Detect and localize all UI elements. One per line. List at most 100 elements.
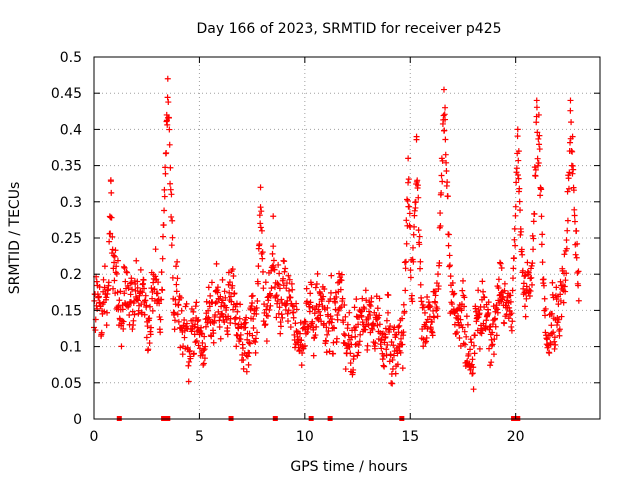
data-point [371, 345, 378, 352]
data-point [551, 334, 558, 341]
data-point [483, 317, 490, 324]
data-point [498, 265, 505, 272]
data-point [372, 340, 379, 347]
data-point [535, 160, 542, 167]
data-point [227, 293, 234, 300]
data-point [183, 320, 190, 327]
data-point [461, 328, 468, 335]
data-point [560, 299, 567, 306]
data-point [301, 342, 308, 349]
data-point [550, 329, 557, 336]
data-point [347, 350, 354, 357]
data-point [330, 339, 337, 346]
data-point [333, 294, 340, 301]
data-point [365, 308, 372, 315]
data-point [569, 170, 576, 177]
data-point [405, 179, 412, 186]
data-point [262, 321, 269, 328]
data-point [202, 323, 209, 330]
data-point [282, 265, 289, 272]
data-point [111, 259, 118, 266]
data-point [110, 252, 117, 259]
data-point [508, 327, 515, 334]
data-point [160, 233, 167, 240]
data-point [361, 305, 368, 312]
data-point [437, 222, 444, 229]
data-point [287, 294, 294, 301]
data-point [302, 318, 309, 325]
data-point [563, 237, 570, 244]
data-point [242, 319, 249, 326]
data-point [127, 291, 134, 298]
data-point [108, 189, 115, 196]
data-point [109, 246, 116, 253]
data-point [554, 322, 561, 329]
data-point [312, 332, 319, 339]
peak-point [163, 111, 170, 118]
data-point [198, 330, 205, 337]
data-point [564, 188, 571, 195]
data-point [167, 164, 174, 171]
data-point [144, 323, 151, 330]
data-point [253, 310, 260, 317]
data-point [314, 315, 321, 322]
data-point [226, 279, 233, 286]
data-point [532, 172, 539, 179]
data-point [321, 286, 328, 293]
data-point [199, 339, 206, 346]
data-point [110, 285, 117, 292]
data-point [208, 279, 215, 286]
data-point [355, 321, 362, 328]
data-point [497, 260, 504, 267]
data-point [410, 231, 417, 238]
data-point [555, 316, 562, 323]
data-point [429, 319, 436, 326]
data-point [573, 227, 580, 234]
data-point [379, 356, 386, 363]
data-point [274, 280, 281, 287]
data-point [262, 279, 269, 286]
data-point [355, 341, 362, 348]
data-point [104, 309, 111, 316]
data-point [174, 258, 181, 265]
data-point [229, 266, 236, 273]
data-point [451, 321, 458, 328]
data-point [328, 272, 335, 279]
data-point [530, 246, 537, 253]
data-point [407, 267, 414, 274]
data-point [112, 247, 119, 254]
data-point [563, 270, 570, 277]
data-point [365, 315, 372, 322]
data-point [457, 316, 464, 323]
data-point [536, 141, 543, 148]
data-point [125, 285, 132, 292]
data-point [257, 204, 264, 211]
data-point [121, 290, 128, 297]
data-point [329, 316, 336, 323]
data-point [106, 238, 113, 245]
data-point [436, 260, 443, 266]
data-point [476, 345, 483, 352]
data-point [351, 327, 358, 334]
data-point [250, 324, 257, 331]
data-point [221, 288, 228, 295]
data-point [441, 127, 448, 134]
data-point [207, 292, 214, 299]
data-point [174, 275, 181, 282]
data-point [488, 336, 495, 343]
data-point [531, 164, 538, 171]
data-point [563, 245, 570, 252]
data-point [293, 300, 300, 307]
data-point [536, 146, 543, 153]
data-point [434, 313, 441, 320]
data-point [146, 340, 153, 347]
data-point [129, 326, 136, 333]
data-point [565, 175, 572, 182]
data-point [208, 333, 215, 340]
data-point [175, 318, 182, 325]
data-point [494, 306, 501, 313]
data-point [506, 304, 513, 311]
data-point [323, 338, 330, 345]
data-point [485, 309, 492, 316]
data-point [400, 301, 407, 308]
